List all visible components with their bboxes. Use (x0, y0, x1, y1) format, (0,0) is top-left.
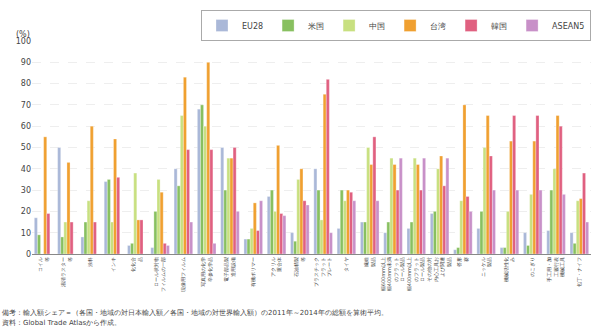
svg-text:手工用・加工履行表機械工具: 手工用・加工履行表機械工具 (546, 257, 565, 282)
svg-text:繊維製品: 繊維製品 (363, 257, 376, 268)
svg-text:答形赛: 答形赛 (456, 257, 469, 267)
svg-text:0: 0 (26, 250, 31, 259)
svg-text:プラスチックフラットプレート: プラスチックフラットプレート (313, 257, 332, 287)
svg-text:現像用フィルム: 現像用フィルム (180, 257, 186, 292)
svg-text:韓国: 韓国 (491, 22, 507, 31)
svg-text:写真用の化学辛参化学品: 写真用の化学辛参化学品 (200, 257, 213, 287)
svg-text:タイヤ: タイヤ (343, 257, 349, 272)
svg-text:20: 20 (21, 207, 31, 216)
svg-text:コイル等: コイル等 (37, 257, 50, 272)
svg-text:(%): (%) (16, 30, 30, 39)
svg-text:EU28: EU28 (242, 22, 263, 31)
svg-text:石油精製等: 石油精製等 (293, 257, 306, 277)
svg-text:湯清ラスター等: 湯清ラスター等 (60, 257, 73, 287)
svg-text:ニッケル製品: ニッケル製品 (480, 257, 493, 277)
svg-text:幅400mm以上のフラットロール製品: 幅400mm以上のフラットロール製品 (406, 257, 425, 291)
svg-text:その他の対内心工具および関連製品: その他の対内心工具および関連製品 (426, 257, 452, 282)
svg-text:中国: 中国 (369, 22, 385, 31)
svg-text:電子部品製造用設備: 電子部品製造用設備 (223, 257, 236, 282)
svg-text:40: 40 (21, 165, 31, 174)
svg-text:備考：輸入額シェア＝（各国・地域の対日本輸入額／各国・地域の: 備考：輸入額シェア＝（各国・地域の対日本輸入額／各国・地域の対世界輸入額）の20… (2, 309, 388, 317)
svg-text:60: 60 (21, 122, 31, 131)
svg-text:70: 70 (21, 101, 31, 110)
svg-text:アクリル重合体: アクリル重合体 (270, 257, 283, 277)
svg-text:インキ: インキ (110, 257, 116, 272)
svg-text:10: 10 (21, 229, 31, 238)
svg-text:80: 80 (21, 79, 31, 88)
svg-text:資料：Global Trade Atlasから作成。: 資料：Global Trade Atlasから作成。 (2, 319, 121, 327)
svg-text:90: 90 (21, 58, 31, 67)
svg-text:100: 100 (16, 37, 31, 46)
svg-text:幅600mm以上幅400mm未満のフラットロール製品: 幅600mm以上幅400mm未満のフラットロール製品 (380, 257, 406, 291)
svg-text:有機ポリマー: 有機ポリマー (250, 257, 256, 287)
svg-text:ASEAN5: ASEAN5 (552, 22, 584, 31)
svg-text:50: 50 (21, 143, 31, 152)
svg-text:包丁・ナイフ: 包丁・ナイフ (576, 257, 582, 287)
svg-text:米国: 米国 (308, 22, 324, 31)
svg-text:30: 30 (21, 186, 31, 195)
svg-text:のこぎり: のこぎり (529, 257, 535, 277)
svg-text:化化合品: 化化合品 (130, 257, 143, 272)
svg-text:ロール状対物フィルムの一部: ロール状対物フィルムの一部 (153, 257, 166, 292)
svg-text:機械活性化み: 機械活性化み (503, 257, 515, 282)
svg-text:台湾: 台湾 (430, 22, 446, 31)
svg-text:涂料: 涂料 (87, 257, 93, 267)
